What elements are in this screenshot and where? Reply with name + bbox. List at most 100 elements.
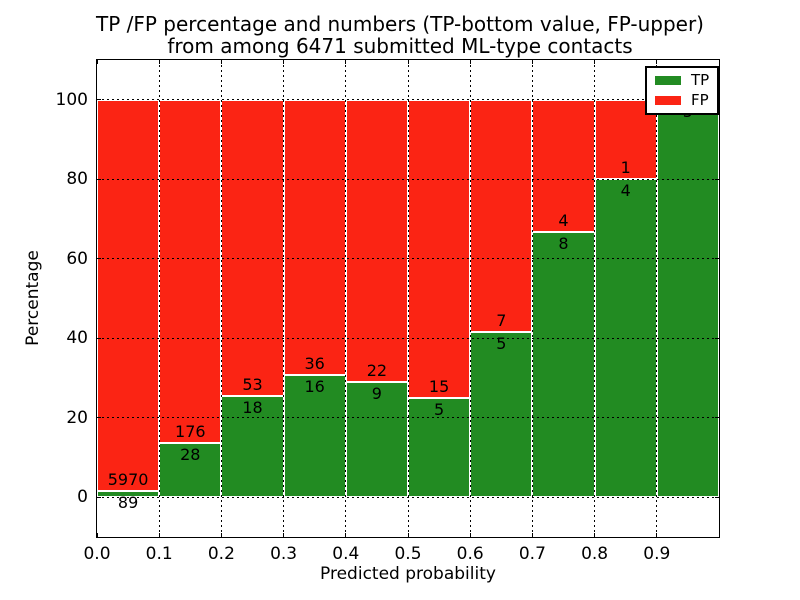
- y-axis-label: Percentage: [23, 250, 43, 346]
- x-tick-mark: [469, 60, 471, 64]
- bar-segment-fp: [283, 99, 346, 375]
- chart-title: TP /FP percentage and numbers (TP-bottom…: [60, 13, 740, 57]
- bar-label-tp: 89: [117, 493, 139, 513]
- gridline-horizontal: [97, 337, 719, 339]
- gridline-horizontal: [97, 99, 719, 101]
- x-tick-mark: [594, 60, 596, 64]
- y-tick-label: 20: [66, 407, 88, 428]
- gridline-horizontal: [97, 496, 719, 498]
- y-tick-label: 40: [66, 328, 88, 349]
- y-tick-mark: [97, 258, 101, 260]
- x-tick-mark: [531, 533, 533, 537]
- bar-segment-tp: [532, 232, 595, 498]
- y-tick-label: 0: [77, 487, 88, 508]
- y-tick-mark: [715, 178, 719, 180]
- x-tick-mark: [345, 533, 347, 537]
- x-tick-label: 0.1: [145, 544, 173, 564]
- legend: TP FP: [645, 66, 720, 115]
- x-tick-mark: [656, 533, 658, 537]
- y-tick-mark: [97, 417, 101, 419]
- legend-swatch-fp: [655, 96, 681, 105]
- bar-label-tp: 5: [434, 399, 445, 419]
- x-tick-label: 0.0: [83, 544, 111, 564]
- x-tick-label: 0.5: [394, 544, 422, 564]
- y-tick-mark: [97, 337, 101, 339]
- gridline-horizontal: [97, 258, 719, 260]
- legend-item: TP: [655, 73, 709, 88]
- legend-label: FP: [691, 91, 709, 109]
- x-tick-mark: [283, 533, 285, 537]
- x-tick-mark: [158, 60, 160, 64]
- x-tick-mark: [594, 533, 596, 537]
- chart-title-line2: from among 6471 submitted ML-type contac…: [167, 34, 633, 58]
- bar-segment-fp: [97, 99, 160, 492]
- bar-segment-fp: [408, 99, 471, 398]
- y-tick-mark: [97, 99, 101, 101]
- x-tick-label: 0.7: [518, 544, 546, 564]
- bar-segment-tp: [97, 491, 160, 498]
- bar-segment-tp: [656, 99, 719, 498]
- x-tick-mark: [656, 60, 658, 64]
- bar-label-fp: 15: [428, 376, 450, 396]
- legend-label: TP: [691, 71, 710, 89]
- bar-label-tp: 16: [304, 376, 325, 396]
- x-tick-label: 0.9: [643, 544, 671, 564]
- bar-segment-tp: [470, 331, 533, 498]
- y-tick-label: 80: [66, 169, 88, 190]
- gridline-vertical: [220, 60, 222, 537]
- x-tick-mark: [158, 533, 160, 537]
- x-tick-mark: [407, 60, 409, 64]
- bar-label-tp: 9: [371, 383, 382, 403]
- gridline-vertical: [469, 60, 471, 537]
- y-tick-mark: [715, 496, 719, 498]
- legend-swatch-tp: [655, 76, 681, 85]
- bar-segment-fp: [221, 99, 284, 397]
- bar-label-fp: 36: [304, 353, 325, 373]
- gridline-vertical: [594, 60, 596, 537]
- y-tick-mark: [97, 178, 101, 180]
- gridline-vertical: [656, 60, 658, 537]
- x-tick-label: 0.8: [581, 544, 609, 564]
- x-tick-mark: [220, 60, 222, 64]
- x-tick-mark: [531, 60, 533, 64]
- bar-segment-fp: [159, 99, 222, 443]
- bar-segment-tp: [408, 397, 471, 498]
- bar-segment-tp: [159, 442, 222, 498]
- gridline-vertical: [531, 60, 533, 537]
- x-tick-label: 0.3: [270, 544, 298, 564]
- x-tick-mark: [96, 60, 98, 64]
- x-tick-label: 0.2: [207, 544, 235, 564]
- x-axis-label: Predicted probability: [320, 564, 496, 584]
- bar-segment-fp: [470, 99, 533, 332]
- gridline-vertical: [407, 60, 409, 537]
- gridline-horizontal: [97, 178, 719, 180]
- x-tick-mark: [220, 533, 222, 537]
- x-tick-mark: [283, 60, 285, 64]
- x-tick-mark: [345, 60, 347, 64]
- y-tick-mark: [97, 496, 101, 498]
- bar-label-tp: 28: [180, 444, 201, 464]
- bar-label-tp: 8: [558, 234, 569, 254]
- bar-label-fp: 5970: [107, 470, 149, 490]
- bar-label-fp: 53: [242, 375, 263, 395]
- gridline-horizontal: [97, 417, 719, 419]
- bar-label-fp: 176: [175, 421, 206, 441]
- x-tick-mark: [469, 533, 471, 537]
- y-tick-mark: [715, 258, 719, 260]
- plot-area: 59708917628531836162291557548145: [96, 59, 720, 538]
- bar-label-tp: 5: [496, 333, 507, 353]
- bar-segment-tp: [345, 381, 408, 498]
- x-tick-mark: [407, 533, 409, 537]
- bar-label-tp: 4: [620, 181, 631, 201]
- y-tick-mark: [715, 337, 719, 339]
- bar-label-fp: 1: [620, 158, 631, 178]
- gridline-vertical: [345, 60, 347, 537]
- bar-segment-fp: [345, 99, 408, 382]
- gridline-vertical: [158, 60, 160, 537]
- x-tick-label: 0.6: [456, 544, 484, 564]
- y-tick-label: 100: [55, 89, 88, 110]
- bar-segment-tp: [283, 374, 346, 498]
- y-tick-label: 60: [66, 248, 88, 269]
- chart-title-line1: TP /FP percentage and numbers (TP-bottom…: [96, 12, 704, 36]
